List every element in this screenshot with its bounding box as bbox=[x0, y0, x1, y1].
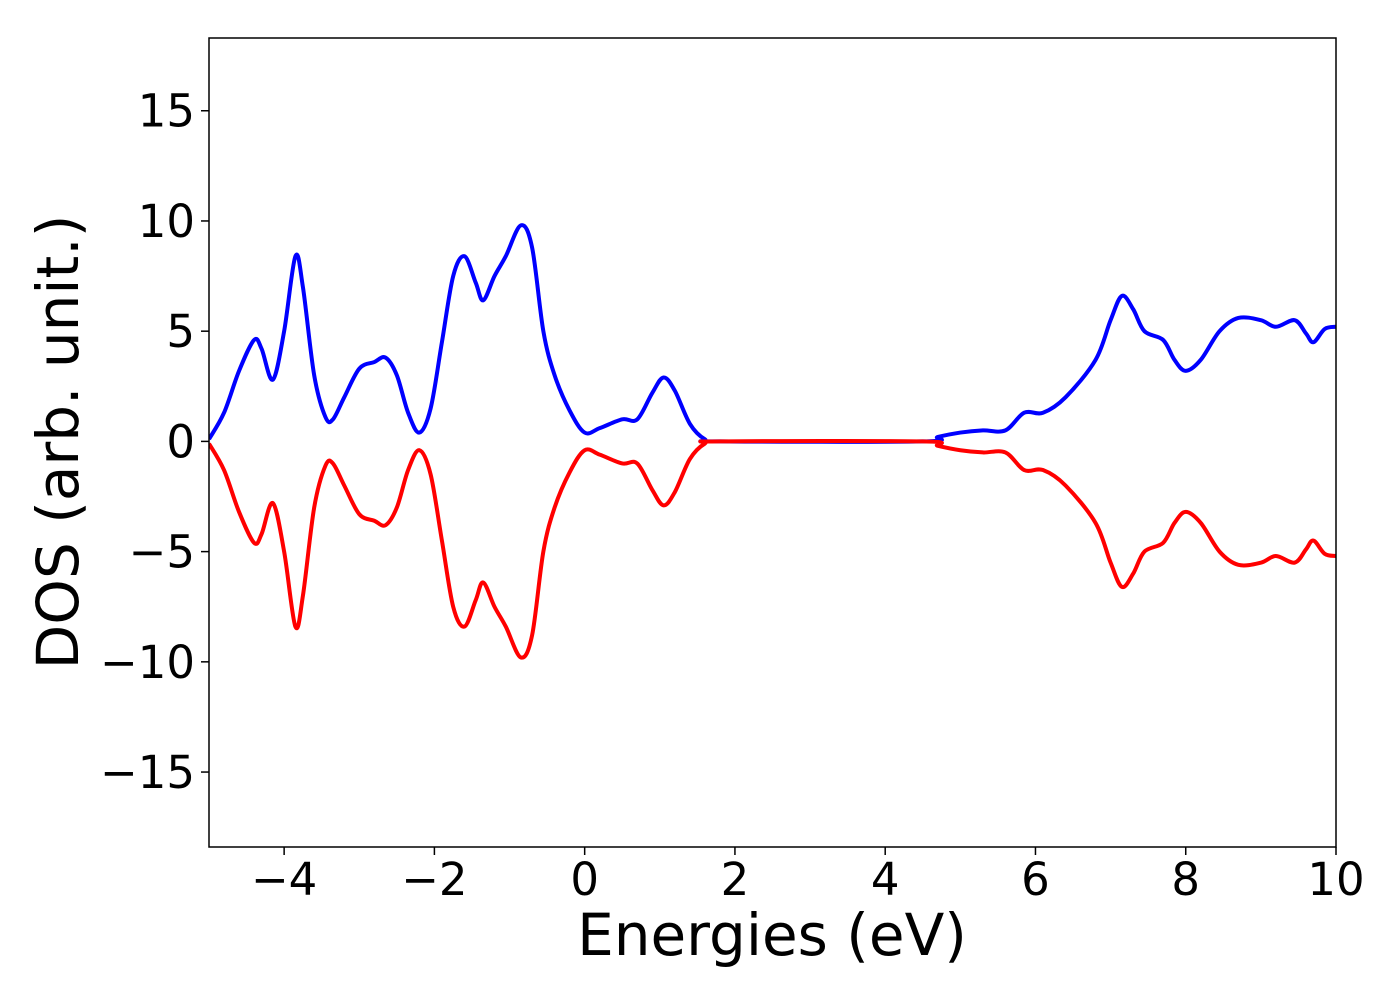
x-tick-label: 6 bbox=[1021, 853, 1050, 906]
x-tick-label: −2 bbox=[401, 853, 467, 906]
y-tick-label: −10 bbox=[100, 636, 195, 689]
y-tick-label: 15 bbox=[138, 85, 195, 138]
y-tick-label: 0 bbox=[166, 415, 195, 468]
plot-frame bbox=[208, 37, 1337, 848]
y-tick-label: 5 bbox=[166, 305, 195, 358]
y-tick-label: −5 bbox=[129, 526, 195, 579]
dos-line bbox=[209, 223, 1336, 444]
x-tick-label: −4 bbox=[251, 853, 317, 906]
x-tick-label: 10 bbox=[1307, 853, 1364, 906]
y-tick-label: 10 bbox=[138, 195, 195, 248]
dos-line bbox=[209, 438, 1336, 660]
y-axis-label: DOS (arb. unit.) bbox=[24, 215, 92, 670]
x-tick-label: 0 bbox=[570, 853, 599, 906]
x-tick-label: 2 bbox=[721, 853, 750, 906]
y-tick-label: −15 bbox=[100, 746, 195, 799]
x-tick-label: 8 bbox=[1171, 853, 1200, 906]
x-tick-label: 4 bbox=[871, 853, 900, 906]
x-axis-label: Energies (eV) bbox=[577, 901, 967, 969]
